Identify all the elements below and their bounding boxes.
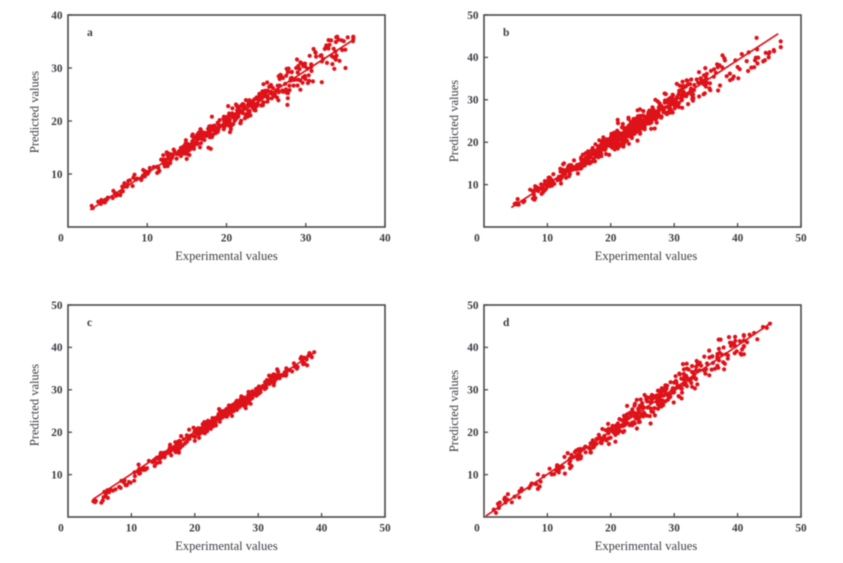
svg-text:Predicted values: Predicted values [447,80,461,162]
svg-text:20: 20 [51,116,63,128]
svg-text:Experimental values: Experimental values [595,249,698,263]
svg-text:30: 30 [669,233,681,245]
svg-text:30: 30 [51,385,63,397]
svg-text:20: 20 [605,523,617,535]
svg-text:50: 50 [467,300,479,312]
svg-text:30: 30 [253,523,265,535]
svg-text:d: d [503,317,510,329]
svg-text:10: 10 [142,233,154,245]
svg-text:40: 40 [732,233,744,245]
svg-text:50: 50 [795,523,807,535]
svg-text:Predicted values: Predicted values [447,370,461,452]
svg-text:10: 10 [126,523,138,535]
svg-text:20: 20 [467,427,479,439]
svg-text:20: 20 [605,233,617,245]
svg-text:50: 50 [467,10,479,22]
svg-text:0: 0 [474,233,480,245]
svg-text:30: 30 [51,63,63,75]
svg-text:Experimental values: Experimental values [595,539,698,553]
svg-text:50: 50 [795,233,807,245]
svg-text:Predicted values: Predicted values [28,71,42,153]
svg-text:40: 40 [467,342,479,354]
svg-text:20: 20 [51,427,63,439]
svg-text:40: 40 [732,523,744,535]
svg-text:30: 30 [467,385,479,397]
svg-text:30: 30 [300,233,312,245]
svg-text:10: 10 [51,169,63,181]
svg-text:10: 10 [467,469,479,481]
svg-text:10: 10 [542,523,554,535]
svg-text:20: 20 [189,523,201,535]
svg-text:10: 10 [542,233,554,245]
svg-text:40: 40 [316,523,328,535]
svg-text:0: 0 [58,523,64,535]
svg-text:30: 30 [669,523,681,535]
svg-text:10: 10 [51,469,63,481]
svg-text:20: 20 [467,137,479,149]
svg-text:30: 30 [467,95,479,107]
svg-text:50: 50 [51,300,63,312]
svg-text:0: 0 [474,523,480,535]
svg-text:10: 10 [467,179,479,191]
svg-text:Experimental values: Experimental values [175,539,278,553]
svg-text:Predicted values: Predicted values [28,364,42,446]
svg-text:40: 40 [51,10,63,22]
svg-text:20: 20 [221,233,233,245]
svg-text:b: b [503,27,509,39]
svg-text:50: 50 [379,523,391,535]
svg-text:a: a [87,27,93,39]
svg-text:40: 40 [379,233,391,245]
svg-text:Experimental values: Experimental values [175,249,278,263]
svg-text:40: 40 [51,342,63,354]
svg-text:c: c [87,317,92,329]
svg-text:0: 0 [58,233,64,245]
svg-text:40: 40 [467,52,479,64]
